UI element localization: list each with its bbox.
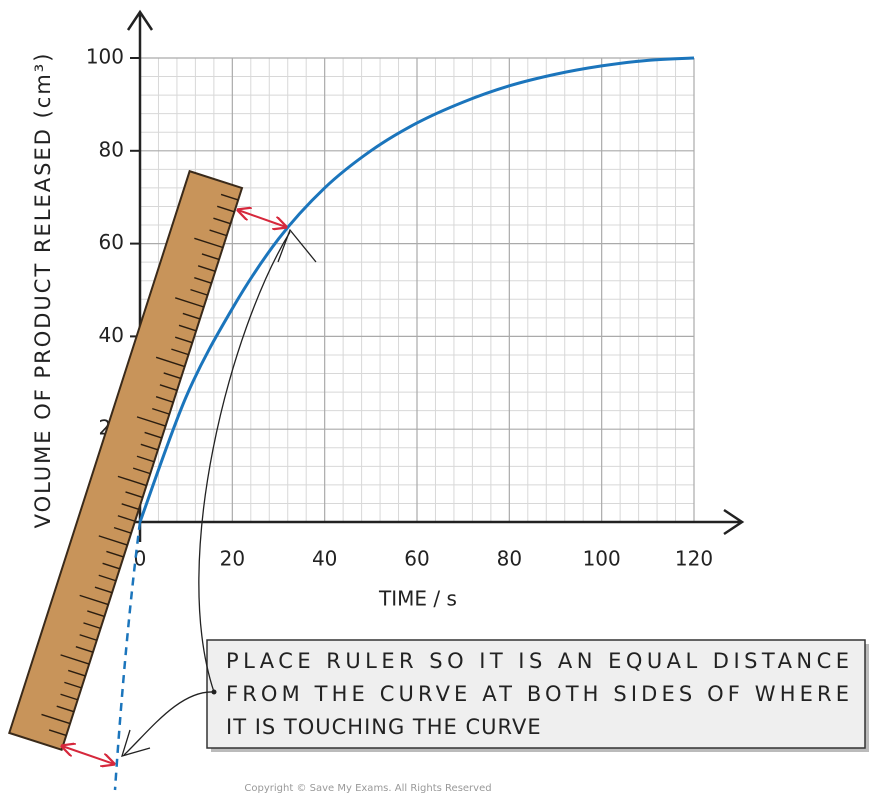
- ruler-tick: [102, 562, 120, 570]
- pointer-dot: [211, 689, 217, 695]
- note-line: IT IS TOUCHING THE CURVE: [226, 715, 542, 739]
- ruler-tick: [79, 634, 98, 641]
- x-tick-label: 80: [497, 547, 522, 571]
- ruler-tick: [182, 312, 201, 320]
- ruler-tick: [121, 503, 140, 511]
- y-tick-label: 100: [86, 45, 124, 69]
- ruler-tick: [190, 288, 208, 296]
- ruler-tick: [209, 229, 227, 237]
- ruler-tick: [132, 467, 151, 475]
- ruler-tick: [125, 491, 143, 499]
- tangent-extension: [113, 521, 142, 791]
- x-tick-label: 40: [312, 547, 337, 571]
- ruler-tick: [217, 205, 235, 213]
- ruler-tick: [155, 356, 185, 368]
- ruler: [8, 169, 244, 752]
- ruler-tick: [171, 348, 189, 356]
- ruler-tick: [48, 729, 67, 737]
- ruler-body: [8, 169, 244, 752]
- ruler-tick: [163, 372, 182, 380]
- ruler-tick: [75, 645, 94, 653]
- ruler-tick: [220, 193, 239, 201]
- pointer: [123, 691, 215, 756]
- ruler-tick: [79, 594, 109, 606]
- x-axis: [130, 508, 745, 536]
- ruler-tick: [155, 396, 174, 403]
- ruler-tick: [213, 217, 231, 225]
- curve: [138, 56, 695, 523]
- x-axis-label: TIME / s: [378, 587, 457, 611]
- ruler-tick: [60, 654, 90, 665]
- grid: [139, 57, 695, 522]
- ruler-tick: [60, 693, 78, 701]
- note-line: PLACE RULER SO IT IS AN EQUAL DISTANCE: [226, 649, 850, 673]
- pointer-head: [121, 729, 151, 757]
- ruler-tick: [197, 265, 216, 272]
- x-tick-label: 100: [583, 547, 621, 571]
- x-tick-label: 60: [404, 547, 429, 571]
- ruler-tick: [98, 574, 117, 582]
- ruler-tick: [136, 455, 155, 463]
- ruler-tick: [113, 526, 132, 534]
- x-tick-label: 20: [220, 547, 245, 571]
- ruler-tick: [117, 515, 136, 522]
- pointer: [198, 231, 291, 693]
- y-tick-label: 80: [99, 137, 124, 161]
- ruler-tick: [56, 705, 75, 713]
- ruler-tick: [67, 669, 86, 677]
- distance-arrow: [238, 210, 286, 227]
- ruler-tick: [194, 237, 224, 249]
- ruler-tick: [83, 622, 101, 630]
- note-line: FROM THE CURVE AT BOTH SIDES OF WHERE: [226, 682, 850, 706]
- ruler-tick: [201, 253, 220, 261]
- ruler-tick: [140, 443, 159, 451]
- y-axis-label: VOLUME OF PRODUCT RELEASED (cm³): [31, 52, 55, 529]
- x-tick-label: 120: [675, 547, 713, 571]
- y-tick-label: 60: [99, 230, 124, 254]
- ruler-tick: [98, 535, 128, 546]
- plot: 02040608010012020406080100: [86, 9, 745, 571]
- ruler-tick: [41, 713, 71, 725]
- copyright: Copyright © Save My Exams. All Rights Re…: [244, 783, 491, 794]
- ruler-tick: [117, 475, 147, 487]
- ruler-tick: [106, 550, 124, 558]
- ruler-tick: [174, 336, 193, 344]
- ruler-tick: [94, 586, 113, 594]
- ruler-tick: [175, 297, 205, 308]
- ruler-tick: [178, 324, 197, 332]
- y-tick-label: 40: [99, 323, 124, 347]
- ruler-tick: [194, 277, 212, 284]
- distance-arrow: [62, 746, 114, 764]
- note-box: [206, 639, 866, 749]
- pointer-head: [277, 228, 317, 263]
- ruler-tick: [136, 416, 166, 427]
- ruler-tick: [144, 431, 162, 439]
- ruler-tick: [152, 407, 170, 415]
- ruler-tick: [87, 610, 105, 618]
- ruler-tick: [64, 681, 82, 689]
- ruler-tick: [159, 384, 178, 391]
